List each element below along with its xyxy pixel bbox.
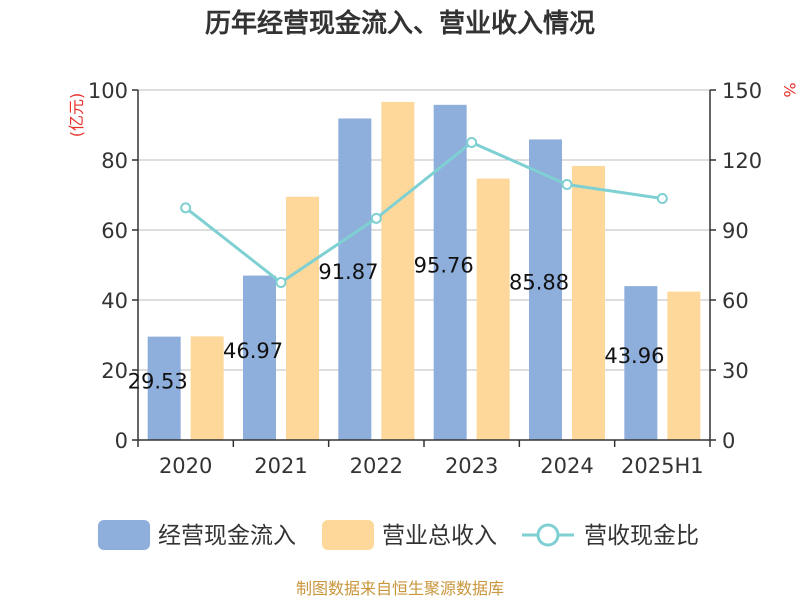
legend-label-cash: 经营现金流入: [158, 523, 296, 549]
bar-revenue: [381, 101, 415, 441]
cash-data-label: 46.97: [223, 339, 283, 363]
left-tick-label: 80: [101, 149, 128, 173]
cash-data-label: 91.87(: [318, 260, 386, 284]
cash-data-label: 85.88(: [509, 271, 577, 295]
bar-cash-inflow: [147, 336, 181, 440]
right-tick-label: 0: [722, 429, 735, 453]
left-tick-label: 100: [88, 79, 128, 103]
legend: 经营现金流入 营业总收入 营收现金比: [98, 520, 699, 550]
cash-labels: 29.53( 46.97 91.87( 95.76( 85.88( 43.96(: [128, 253, 672, 393]
bar-cash-inflow: [243, 275, 276, 440]
gridlines: [138, 89, 710, 371]
ratio-point: [370, 212, 382, 224]
data-labels: 29.53( 46.97 91.87( 95.76( 85.88( 43.96(: [128, 253, 672, 393]
right-axis-unit: %: [780, 82, 799, 97]
cash-data-label: 95.76(: [414, 253, 482, 277]
x-tick-label: 2022: [350, 454, 403, 478]
x-tick-label: 2023: [445, 454, 498, 478]
cash-data-label: 43.96(: [604, 344, 672, 368]
ratio-point: [180, 202, 192, 214]
bar-revenue: [286, 196, 319, 440]
bars: [147, 101, 701, 441]
ratio-line-path: [184, 140, 663, 285]
x-tick-label: 2024: [540, 454, 593, 478]
x-tick-label: 2021: [254, 454, 307, 478]
legend-label-ratio: 营收现金比: [584, 523, 699, 549]
bar-revenue: [572, 165, 605, 440]
ratio-point: [275, 277, 287, 288]
axes: 0 20 40 60 80 100 0 30 60 90 120 150 2020 2021 2022 202…: [88, 79, 762, 478]
legend-marker-ratio: [536, 523, 560, 547]
left-tick-label: 20: [101, 359, 128, 383]
legend-swatch-cash: [98, 520, 150, 550]
left-tick-label: 0: [115, 429, 128, 453]
ratio-point: [561, 179, 573, 190]
x-tick-label: 2025H1: [621, 454, 704, 478]
bar-revenue: [667, 291, 701, 440]
ratio-point: [466, 137, 478, 148]
left-axis-unit: (亿元): [67, 93, 86, 138]
right-tick-label: 150: [722, 79, 762, 103]
left-tick-label: 60: [101, 219, 128, 243]
right-tick-label: 30: [722, 359, 749, 383]
legend-swatch-revenue: [322, 520, 374, 550]
bar-cash-inflow: [529, 139, 562, 441]
bar-revenue: [190, 336, 224, 440]
right-tick-label: 60: [722, 289, 749, 313]
bar-revenue: [476, 178, 510, 441]
chart-title: 历年经营现金流入、营业收入情况: [205, 8, 595, 39]
bar-cash-inflow: [624, 286, 658, 440]
ratio-point: [656, 193, 668, 204]
right-tick-label: 90: [722, 219, 749, 243]
ratio-line: [180, 137, 668, 288]
x-tick-label: 2020: [159, 454, 212, 478]
cash-data-label: 29.53(: [128, 369, 196, 393]
right-tick-label: 120: [722, 149, 762, 173]
bar-cash-inflow: [338, 118, 372, 440]
left-tick-label: 40: [101, 289, 128, 313]
source-note: 制图数据来自恒生聚源数据库: [296, 579, 504, 598]
legend-label-revenue: 营业总收入: [382, 523, 497, 549]
